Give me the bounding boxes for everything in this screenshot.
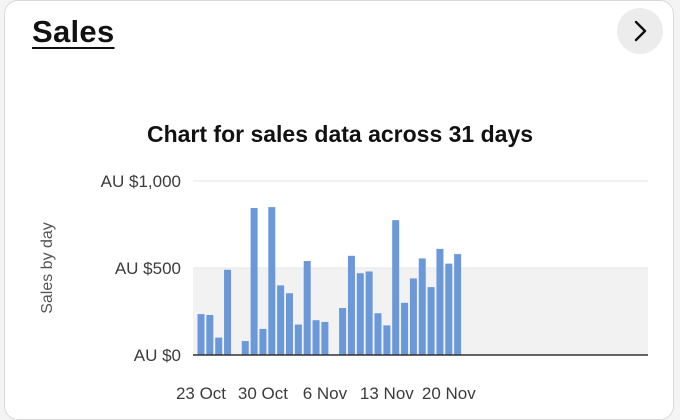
x-tick-label: 13 Nov (360, 384, 414, 403)
y-tick-label: AU $1,000 (101, 172, 181, 191)
bar (401, 302, 409, 355)
bar (215, 337, 223, 355)
sales-chart: Chart for sales data across 31 days Sale… (39, 121, 648, 403)
bar (250, 207, 258, 355)
bar (197, 314, 205, 355)
bar (445, 263, 453, 355)
y-tick-label: AU $500 (115, 259, 181, 278)
bar (268, 207, 276, 355)
card-title[interactable]: Sales (32, 14, 115, 49)
bar (418, 258, 426, 355)
chevron-right-icon (633, 20, 647, 42)
y-tick-label: AU $0 (134, 346, 181, 365)
bar (365, 271, 373, 355)
x-tick-label: 6 Nov (303, 384, 348, 403)
bar (374, 313, 382, 355)
bar (286, 293, 293, 355)
bar (383, 325, 391, 355)
bar (241, 341, 249, 355)
bar (277, 285, 285, 355)
bar (356, 273, 364, 355)
chart-title: Chart for sales data across 31 days (147, 121, 533, 147)
bar-chart: Chart for sales data across 31 days Sale… (39, 121, 648, 403)
bar (392, 220, 400, 355)
y-axis-title: Sales by day (39, 222, 56, 314)
x-tick-label: 23 Oct (176, 384, 226, 403)
x-tick-label: 20 Nov (422, 384, 476, 403)
bar (347, 255, 355, 355)
bar (259, 328, 267, 355)
bar (339, 308, 347, 355)
bar (436, 248, 444, 355)
bar (427, 287, 435, 355)
bar (206, 314, 214, 355)
bar (303, 261, 311, 355)
bar (294, 324, 302, 355)
bar (312, 320, 320, 355)
x-tick-label: 30 Oct (238, 384, 288, 403)
bar (321, 321, 329, 355)
bar (224, 269, 232, 355)
bar (409, 278, 417, 355)
bar (454, 254, 462, 355)
next-button[interactable] (617, 8, 663, 54)
